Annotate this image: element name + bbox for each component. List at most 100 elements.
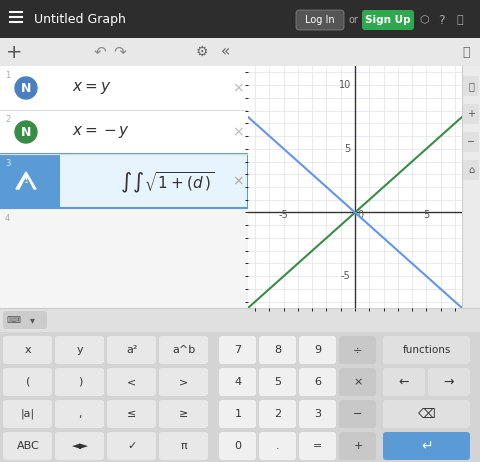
Bar bbox=[0, 208, 248, 230]
Text: 🌐: 🌐 bbox=[456, 15, 463, 25]
Text: ⌫: ⌫ bbox=[418, 407, 436, 420]
Bar bbox=[0, 38, 480, 66]
Text: ⚙: ⚙ bbox=[196, 45, 208, 59]
FancyBboxPatch shape bbox=[219, 400, 256, 428]
Text: ✓: ✓ bbox=[127, 441, 137, 451]
FancyBboxPatch shape bbox=[107, 432, 156, 460]
Bar bbox=[0, 110, 248, 154]
Text: N: N bbox=[21, 126, 31, 139]
Text: a²: a² bbox=[126, 345, 138, 355]
Text: 4: 4 bbox=[5, 214, 10, 223]
FancyBboxPatch shape bbox=[463, 132, 479, 152]
Text: a^b: a^b bbox=[172, 345, 196, 355]
Text: 5: 5 bbox=[345, 144, 351, 154]
Text: Sign Up: Sign Up bbox=[365, 15, 411, 25]
FancyBboxPatch shape bbox=[383, 400, 470, 428]
Text: π: π bbox=[180, 441, 187, 451]
Text: -5: -5 bbox=[341, 271, 351, 281]
Bar bbox=[0, 308, 480, 332]
FancyBboxPatch shape bbox=[159, 336, 208, 364]
FancyBboxPatch shape bbox=[259, 336, 296, 364]
FancyBboxPatch shape bbox=[259, 400, 296, 428]
Text: 1: 1 bbox=[5, 71, 10, 80]
Text: !: ! bbox=[24, 175, 29, 185]
FancyBboxPatch shape bbox=[383, 368, 425, 396]
Text: ⌨: ⌨ bbox=[7, 315, 21, 325]
Text: ↷: ↷ bbox=[114, 44, 126, 60]
Text: or: or bbox=[348, 15, 358, 25]
Text: ≥: ≥ bbox=[180, 409, 189, 419]
Text: 0: 0 bbox=[358, 210, 364, 220]
FancyBboxPatch shape bbox=[299, 336, 336, 364]
Text: 3: 3 bbox=[314, 409, 322, 419]
FancyBboxPatch shape bbox=[299, 400, 336, 428]
Text: $x = -y$: $x = -y$ bbox=[72, 124, 130, 140]
Text: .: . bbox=[276, 441, 280, 451]
Text: «: « bbox=[221, 44, 230, 60]
FancyBboxPatch shape bbox=[55, 336, 104, 364]
Text: ▾: ▾ bbox=[30, 315, 35, 325]
Polygon shape bbox=[16, 172, 36, 189]
Text: $x = y$: $x = y$ bbox=[72, 80, 111, 96]
Bar bbox=[0, 66, 248, 110]
FancyBboxPatch shape bbox=[259, 432, 296, 460]
Text: 🔧: 🔧 bbox=[462, 45, 470, 59]
Bar bbox=[0, 230, 248, 308]
FancyBboxPatch shape bbox=[107, 400, 156, 428]
FancyBboxPatch shape bbox=[55, 400, 104, 428]
Text: 9: 9 bbox=[314, 345, 322, 355]
Text: 10: 10 bbox=[338, 80, 351, 90]
FancyBboxPatch shape bbox=[159, 400, 208, 428]
Text: −: − bbox=[353, 409, 363, 419]
Text: Untitled Graph: Untitled Graph bbox=[34, 12, 126, 25]
Text: ×: × bbox=[353, 377, 363, 387]
FancyBboxPatch shape bbox=[107, 368, 156, 396]
FancyBboxPatch shape bbox=[428, 368, 470, 396]
FancyBboxPatch shape bbox=[339, 336, 376, 364]
Text: ABC: ABC bbox=[17, 441, 39, 451]
Text: |a|: |a| bbox=[21, 409, 35, 419]
Bar bbox=[462, 66, 480, 308]
FancyBboxPatch shape bbox=[219, 368, 256, 396]
Text: ×: × bbox=[232, 174, 244, 188]
Bar bbox=[0, 66, 248, 308]
FancyBboxPatch shape bbox=[107, 336, 156, 364]
Bar bbox=[0, 154, 248, 208]
FancyBboxPatch shape bbox=[219, 432, 256, 460]
FancyBboxPatch shape bbox=[383, 432, 470, 460]
Text: +: + bbox=[6, 43, 22, 61]
Text: x: x bbox=[24, 345, 31, 355]
Text: 5: 5 bbox=[275, 377, 281, 387]
FancyBboxPatch shape bbox=[339, 368, 376, 396]
Text: ×: × bbox=[232, 125, 244, 139]
FancyBboxPatch shape bbox=[3, 400, 52, 428]
Text: <: < bbox=[127, 377, 137, 387]
Text: ←: ← bbox=[399, 376, 409, 389]
FancyBboxPatch shape bbox=[159, 368, 208, 396]
Text: ≤: ≤ bbox=[127, 409, 137, 419]
FancyBboxPatch shape bbox=[55, 432, 104, 460]
FancyBboxPatch shape bbox=[55, 368, 104, 396]
Text: 5: 5 bbox=[423, 210, 430, 220]
Text: −: − bbox=[467, 137, 475, 147]
FancyBboxPatch shape bbox=[219, 336, 256, 364]
Text: 3: 3 bbox=[5, 159, 11, 168]
FancyBboxPatch shape bbox=[296, 10, 344, 30]
Text: ,: , bbox=[78, 409, 82, 419]
Text: ◄►: ◄► bbox=[72, 441, 88, 451]
Text: 2: 2 bbox=[5, 115, 10, 124]
Text: 1: 1 bbox=[235, 409, 241, 419]
FancyBboxPatch shape bbox=[259, 368, 296, 396]
FancyBboxPatch shape bbox=[339, 432, 376, 460]
Text: 6: 6 bbox=[314, 377, 322, 387]
Circle shape bbox=[15, 121, 37, 143]
FancyBboxPatch shape bbox=[362, 10, 414, 30]
Text: 2: 2 bbox=[275, 409, 282, 419]
Text: →: → bbox=[444, 376, 454, 389]
FancyBboxPatch shape bbox=[463, 104, 479, 124]
Text: 8: 8 bbox=[275, 345, 282, 355]
Text: =: = bbox=[313, 441, 323, 451]
Text: +: + bbox=[353, 441, 363, 451]
Text: 4: 4 bbox=[234, 377, 241, 387]
Text: ⌂: ⌂ bbox=[468, 165, 474, 175]
